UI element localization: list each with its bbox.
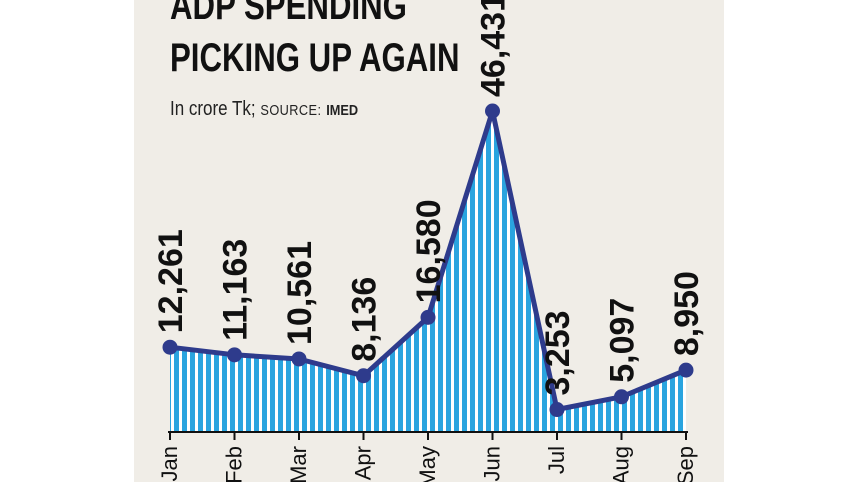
- data-point: [614, 389, 629, 405]
- month-label: Jan: [157, 446, 182, 481]
- area-chart: 12,261 Jan 11,163 Feb 10,561 Mar 8,136 Apr 16,58…: [152, 0, 706, 482]
- data-label: 12,261: [152, 229, 190, 333]
- source-name: IMED: [326, 102, 359, 119]
- data-point: [485, 103, 500, 119]
- month-label: Apr: [351, 446, 376, 480]
- chart-title-line-1: ADP SPENDING: [170, 0, 407, 28]
- chart-title-line-2: PICKING UP AGAIN: [170, 36, 460, 80]
- data-label: 5,097: [604, 298, 642, 383]
- data-point: [549, 402, 565, 418]
- unit-label: In crore Tk;: [170, 98, 256, 120]
- month-label: Jul: [544, 446, 569, 474]
- data-label: 8,136: [346, 277, 384, 362]
- data-point: [162, 339, 178, 355]
- data-label: 8,950: [668, 271, 706, 356]
- month-label: Mar: [286, 446, 311, 482]
- data-label: 11,163: [217, 239, 255, 341]
- chart-subtitle: In crore Tk; SOURCE: IMED: [170, 98, 358, 121]
- data-point: [227, 347, 242, 363]
- chart-panel: ADP SPENDING PICKING UP AGAIN In crore T…: [134, 0, 724, 482]
- data-point: [420, 309, 436, 325]
- data-point: [356, 368, 371, 384]
- data-label: 46,431: [475, 0, 513, 97]
- month-label: Jun: [480, 446, 505, 481]
- month-label: Aug: [609, 446, 634, 482]
- data-point: [678, 362, 694, 378]
- data-point: [291, 351, 307, 367]
- area-fill: [170, 111, 686, 432]
- data-label: 10,561: [281, 241, 319, 345]
- data-label: 16,580: [410, 199, 448, 303]
- month-label: Sep: [673, 446, 698, 482]
- month-label: Feb: [222, 446, 247, 482]
- source-label: SOURCE:: [260, 102, 322, 119]
- data-label: 3,253: [539, 310, 577, 395]
- month-label: May: [415, 446, 440, 482]
